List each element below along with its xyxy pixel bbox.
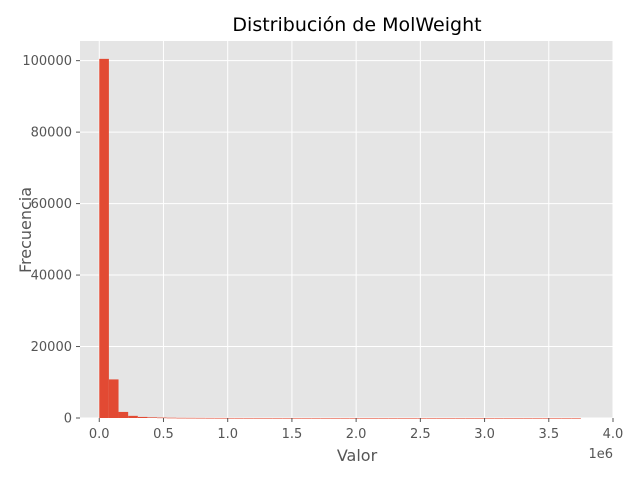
histogram-bar <box>176 417 186 419</box>
histogram-bar <box>446 417 456 419</box>
histogram-bar <box>359 417 369 419</box>
histogram-bar <box>195 417 206 419</box>
histogram-bar <box>311 417 321 419</box>
histogram-bar <box>368 417 379 419</box>
histogram-bar <box>137 416 148 418</box>
histogram-bar <box>108 379 119 418</box>
histogram-bar <box>349 417 360 419</box>
x-tick-label: 4.0 <box>603 427 624 442</box>
histogram-bar <box>523 417 533 419</box>
histogram-bar <box>128 415 138 418</box>
histogram-bar <box>185 417 196 419</box>
histogram-bar <box>513 417 524 419</box>
histogram-bar <box>455 417 466 419</box>
y-tick-label: 20000 <box>31 340 72 355</box>
y-tick-label: 40000 <box>31 269 72 284</box>
x-tick-label: 0.5 <box>153 427 174 442</box>
x-axis-ticks: 0.0 0.5 1.0 1.5 2.0 2.5 3.0 3.5 4.0 <box>89 418 623 442</box>
histogram-bar <box>205 417 215 419</box>
histogram-bar <box>224 417 235 419</box>
histogram-bar <box>407 417 418 419</box>
histogram-bar <box>484 417 495 419</box>
x-tick-label: 0.0 <box>89 427 110 442</box>
histogram-bar <box>542 417 552 419</box>
chart-title: Distribución de MolWeight <box>232 14 481 36</box>
histogram-bar <box>378 417 389 419</box>
histogram-bar <box>426 417 437 419</box>
histogram-bar <box>551 417 562 419</box>
histogram-bar <box>291 417 302 419</box>
histogram-bar <box>214 417 225 419</box>
histogram-bar <box>397 417 408 419</box>
histogram-bar <box>301 417 312 419</box>
histogram-bar <box>340 417 350 419</box>
x-axis-label: Valor <box>337 446 378 465</box>
x-tick-label: 1.5 <box>282 427 303 442</box>
histogram-bar <box>234 417 244 419</box>
histogram-bar <box>253 417 264 419</box>
histogram-bar <box>388 417 398 419</box>
histogram-bars <box>99 58 581 419</box>
histogram-bar <box>147 417 158 418</box>
y-axis-label: Frecuencia <box>16 187 35 273</box>
x-tick-label: 2.0 <box>346 427 367 442</box>
histogram-bar <box>561 417 572 419</box>
y-tick-label: 60000 <box>31 197 72 212</box>
histogram-bar <box>99 58 109 418</box>
y-tick-label: 100000 <box>22 54 72 69</box>
histogram-bar <box>243 417 254 419</box>
histogram-bar <box>532 417 543 419</box>
histogram-bar <box>417 417 427 419</box>
histogram-bar <box>474 417 485 419</box>
x-tick-label: 2.5 <box>410 427 431 442</box>
histogram-bar <box>571 417 581 419</box>
y-tick-label: 0 <box>64 412 72 427</box>
histogram-bar <box>465 417 475 419</box>
histogram-bar <box>118 411 129 418</box>
histogram-bar <box>166 417 177 419</box>
y-tick-label: 80000 <box>31 126 72 141</box>
x-tick-label: 3.0 <box>474 427 495 442</box>
histogram-bar <box>320 417 331 419</box>
x-tick-label: 1.0 <box>217 427 238 442</box>
histogram-bar <box>503 417 514 419</box>
histogram-bar <box>494 417 504 419</box>
plot-area <box>80 41 613 418</box>
histogram-bar <box>330 417 341 419</box>
x-axis-offset-label: 1e6 <box>588 447 613 462</box>
x-tick-label: 3.5 <box>538 427 559 442</box>
histogram-bar <box>282 417 292 419</box>
histogram-bar <box>263 417 273 419</box>
histogram-bar <box>272 417 283 419</box>
y-axis-ticks: 0 20000 40000 60000 80000 100000 <box>22 54 80 427</box>
grid-lines <box>80 41 614 419</box>
histogram-bar <box>436 417 447 419</box>
histogram-bar <box>157 417 167 419</box>
